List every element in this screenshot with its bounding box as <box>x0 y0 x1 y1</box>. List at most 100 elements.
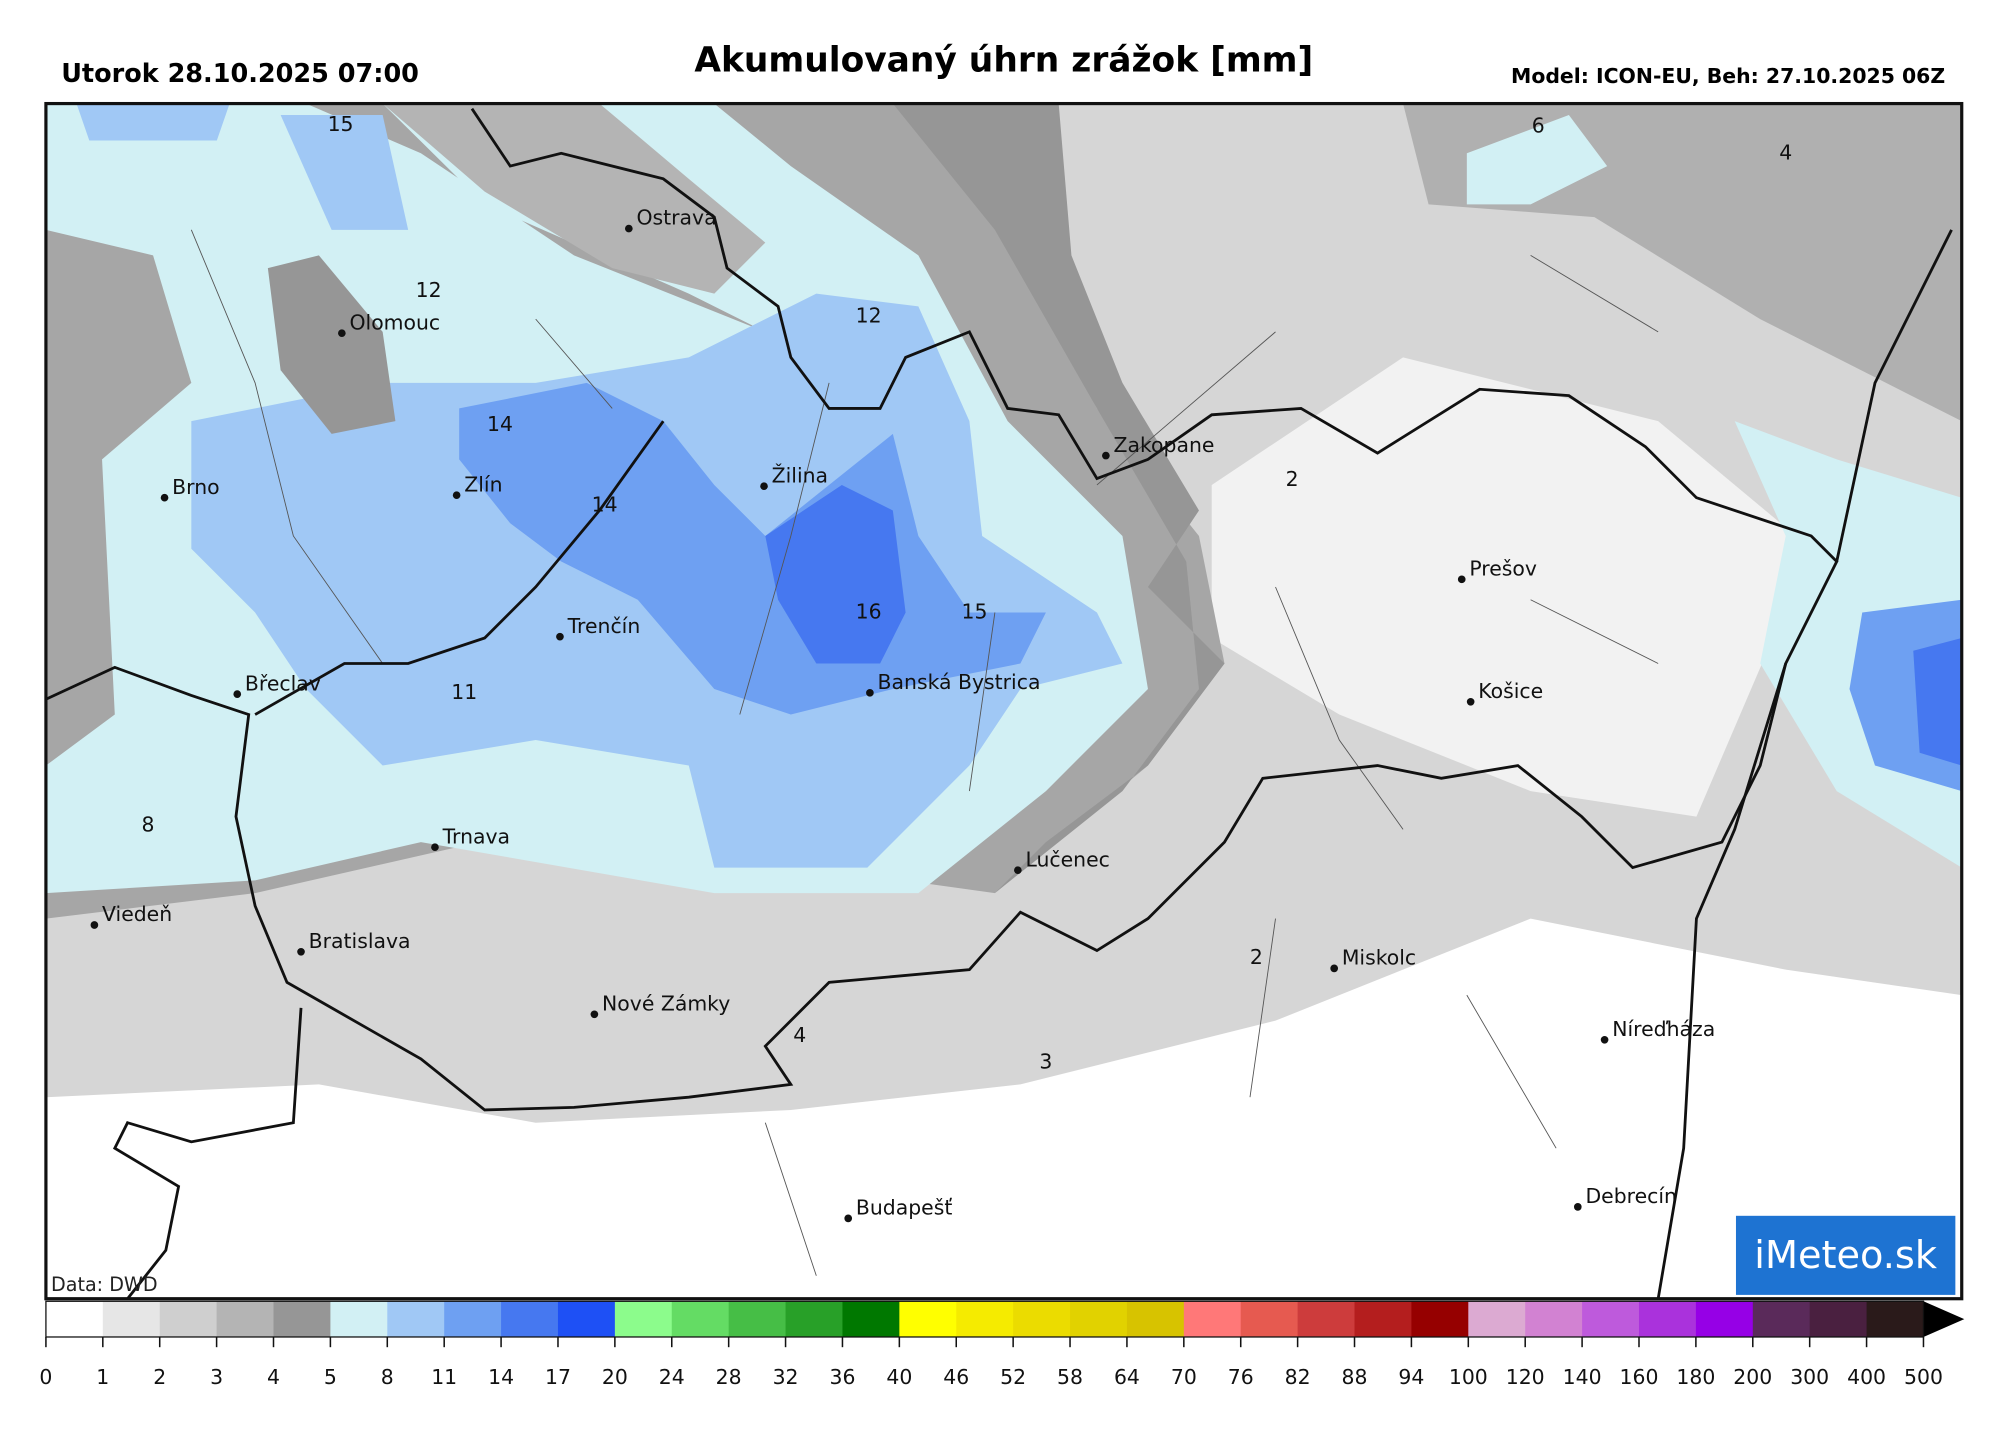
colorbar-tick-label: 8 <box>381 1365 394 1389</box>
colorbar-tick-label: 140 <box>1563 1365 1602 1389</box>
colorbar-tick-label: 52 <box>1000 1365 1026 1389</box>
colorbar: 0 1 2 3 4 5 8 11 14 17 20 24 28 32 36 40 46 52 58 64 70 76 82 8… <box>39 1300 1965 1389</box>
colorbar-tick-label: 4 <box>267 1365 280 1389</box>
city-dot <box>760 482 768 491</box>
colorbar-bin <box>1240 1301 1299 1337</box>
city-label: Debrecín <box>1585 1184 1676 1208</box>
city-label: Trenčín <box>567 614 641 638</box>
colorbar-bin <box>159 1301 218 1337</box>
colorbar-bin <box>956 1301 1014 1337</box>
contour-label: 8 <box>141 813 154 837</box>
city-label: Bratislava <box>309 929 411 953</box>
city-label: Níreďháza <box>1612 1017 1715 1041</box>
city-dot <box>625 224 633 233</box>
city-dot <box>452 491 461 499</box>
city-dot <box>1573 1203 1582 1211</box>
colorbar-bin <box>273 1301 332 1337</box>
colorbar-tick-label: 88 <box>1342 1365 1368 1389</box>
colorbar-tick-label: 3 <box>210 1365 223 1389</box>
city-label: Miskolc <box>1342 946 1416 970</box>
colorbar-tick-label: 5 <box>324 1365 337 1389</box>
colorbar-tick-label: 58 <box>1057 1365 1083 1389</box>
colorbar-bin <box>1866 1301 1925 1337</box>
colorbar-bin <box>1809 1301 1868 1337</box>
city-dot <box>160 493 169 502</box>
colorbar-tick-label: 1 <box>96 1365 109 1389</box>
cities: Ostrava Olomouc Brno Zlín Žilina Zakopane Preš… <box>90 206 1715 1223</box>
city-dot <box>1102 451 1110 460</box>
city-dot <box>90 921 99 929</box>
colorbar-extend <box>1923 1301 1965 1337</box>
contour-labels: 15 12 12 14 14 16 15 11 8 2 6 4 2 4 3 <box>141 112 1792 1074</box>
contour-label: 15 <box>962 599 988 623</box>
colorbar-frame <box>45 1300 1925 1338</box>
colorbar-bin <box>45 1301 104 1337</box>
colorbar-bin <box>102 1301 161 1337</box>
colorbar-tick-label: 0 <box>39 1365 52 1389</box>
city-label: Viedeň <box>102 902 172 926</box>
colorbar-bin <box>1013 1301 1071 1337</box>
data-source: Data: DWD <box>51 1273 158 1296</box>
city-label: Budapešť <box>856 1196 952 1220</box>
colorbar-tick-label: 160 <box>1620 1365 1659 1389</box>
colorbar-bin <box>1411 1301 1469 1337</box>
city-label: Ostrava <box>636 206 716 230</box>
colorbar-bin <box>728 1301 787 1337</box>
city-label: Nové Zámky <box>602 991 730 1015</box>
contour-label: 16 <box>856 599 882 623</box>
colorbar-bin <box>444 1301 502 1337</box>
map-frame <box>44 101 1964 1301</box>
colorbar-tick-label: 500 <box>1904 1365 1943 1389</box>
colorbar-bin <box>501 1301 559 1337</box>
city-dot <box>297 947 305 956</box>
colorbar-bin <box>1126 1301 1185 1337</box>
colorbar-bin <box>842 1301 900 1337</box>
contour-label: 14 <box>592 492 618 516</box>
city-label: Košice <box>1478 679 1543 703</box>
colorbar-bin <box>1354 1301 1413 1337</box>
city-label: Olomouc <box>349 310 440 334</box>
colorbar-tick-label: 300 <box>1790 1365 1829 1389</box>
colorbar-bin <box>671 1301 730 1337</box>
contour-label: 15 <box>328 112 354 136</box>
contour-label: 3 <box>1039 1050 1052 1074</box>
city-dot <box>1457 575 1466 584</box>
city-label: Prešov <box>1469 557 1537 581</box>
city-dot <box>866 689 874 697</box>
colorbar-bin <box>1468 1301 1526 1337</box>
colorbar-bin <box>1638 1301 1697 1337</box>
colorbar-tick-label: 76 <box>1228 1365 1254 1389</box>
contour-label: 4 <box>1779 140 1792 164</box>
colorbar-bin <box>614 1301 673 1337</box>
colorbar-tick-label: 64 <box>1114 1365 1140 1389</box>
map-title: Akumulovaný úhrn zrážok [mm] <box>694 41 1313 81</box>
colorbar-tick-label: 24 <box>659 1365 685 1389</box>
city-dot <box>1466 697 1475 706</box>
valid-time: Utorok 28.10.2025 07:00 <box>61 59 419 89</box>
colorbar-tick-label: 180 <box>1676 1365 1715 1389</box>
contour-label: 4 <box>793 1023 806 1047</box>
model-info: Model: ICON-EU, Beh: 27.10.2025 06Z <box>1511 64 1945 88</box>
colorbar-tick-label: 82 <box>1285 1365 1311 1389</box>
city-dot <box>1600 1035 1609 1044</box>
city-label: Žilina <box>772 462 828 487</box>
contour-label: 2 <box>1250 945 1263 969</box>
city-label: Zakopane <box>1114 433 1215 457</box>
contour-label: 11 <box>451 680 477 704</box>
city-label: Zlín <box>464 472 502 496</box>
colorbar-bin <box>785 1301 844 1337</box>
colorbar-bin <box>1525 1301 1583 1337</box>
contour-label: 6 <box>1532 114 1545 138</box>
city-label: Lučenec <box>1026 847 1110 871</box>
colorbar-bin <box>1070 1301 1128 1337</box>
colorbar-tick-label: 14 <box>488 1365 514 1389</box>
colorbar-bin <box>216 1301 275 1337</box>
colorbar-bin <box>330 1301 388 1337</box>
city-label: Břeclav <box>245 671 321 695</box>
colorbar-bin <box>1183 1301 1242 1337</box>
borders <box>45 107 1953 1300</box>
colorbar-tick-label: 70 <box>1171 1365 1197 1389</box>
colorbar-tick-label: 100 <box>1449 1365 1488 1389</box>
